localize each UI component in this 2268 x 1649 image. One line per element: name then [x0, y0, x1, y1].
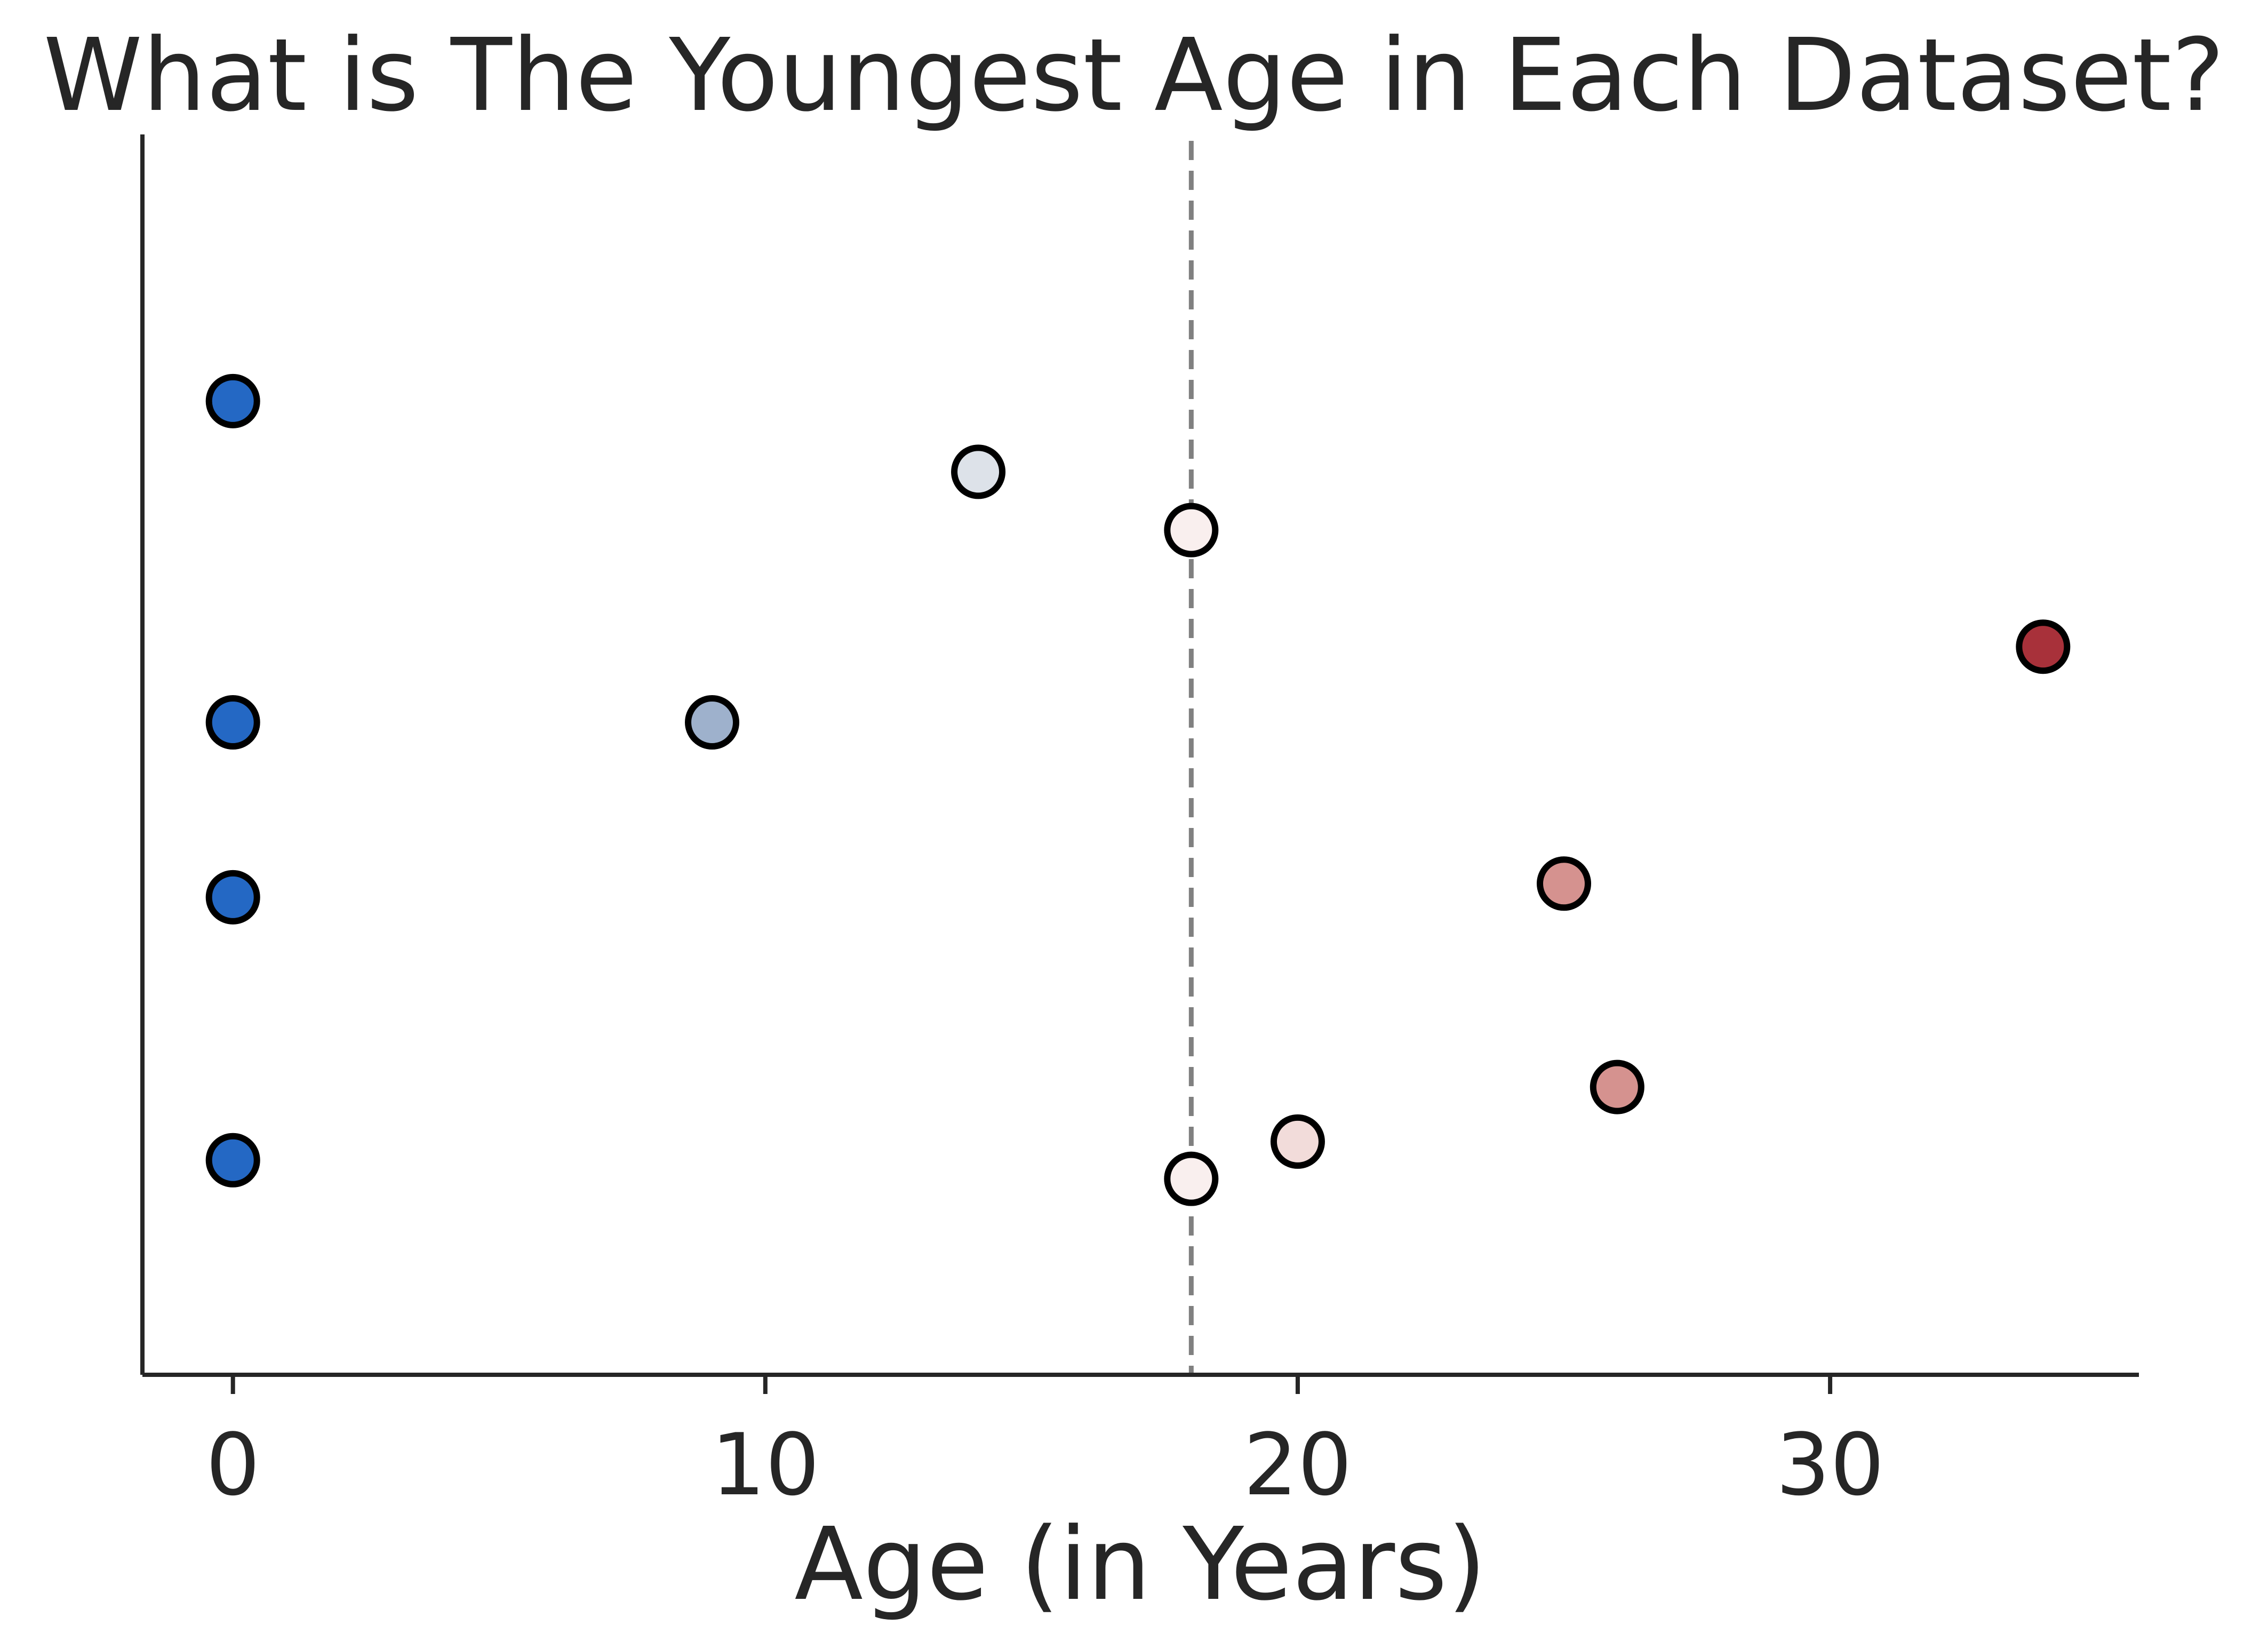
data-point-11	[1590, 1059, 1644, 1114]
x-ticks: 0 10 20 30	[206, 1375, 1884, 1515]
x-tick-label: 30	[1776, 1415, 1884, 1515]
data-point-12	[2016, 619, 2071, 674]
data-point-7	[1164, 503, 1219, 557]
data-point-10	[1537, 856, 1592, 911]
x-tick-label: 10	[711, 1415, 820, 1515]
data-point-1	[205, 373, 260, 428]
chart-title: What is The Youngest Age in Each Dataset…	[43, 17, 2224, 134]
x-tick-label: 20	[1243, 1415, 1352, 1515]
x-axis-label: Age (in Years)	[794, 1506, 1486, 1623]
data-point-2	[205, 695, 260, 750]
data-point-4	[205, 1133, 260, 1188]
x-tick-label: 0	[206, 1415, 260, 1515]
data-point-3	[205, 870, 260, 925]
data-point-5	[685, 695, 740, 750]
data-point-8	[1164, 1151, 1219, 1206]
data-point-6	[951, 444, 1006, 499]
data-points	[205, 373, 2071, 1206]
data-point-9	[1270, 1114, 1325, 1169]
